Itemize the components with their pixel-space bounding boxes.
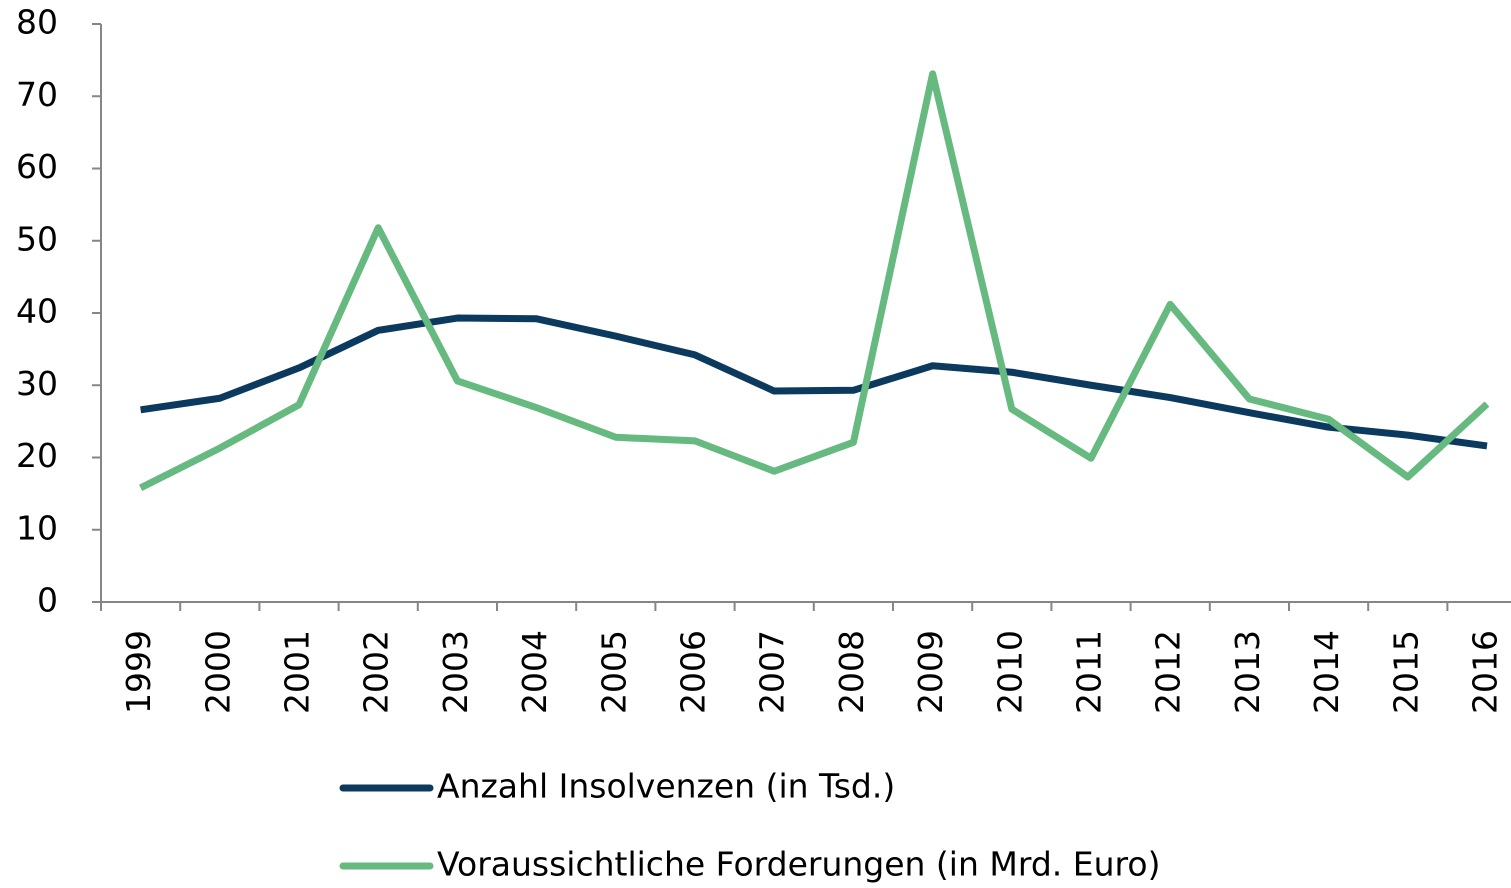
x-tick-label: 2002 bbox=[357, 630, 396, 714]
y-tick-label: 0 bbox=[37, 581, 58, 620]
x-tick-label: 2000 bbox=[198, 630, 237, 714]
series-line bbox=[139, 70, 1490, 491]
x-tick-label: 2005 bbox=[594, 630, 633, 714]
x-tick-label: 2011 bbox=[1070, 630, 1109, 714]
legend-label: Anzahl Insolvenzen (in Tsd.) bbox=[437, 767, 895, 806]
x-tick-label: 2009 bbox=[911, 630, 950, 714]
legend-label: Voraussichtliche Forderungen (in Mrd. Eu… bbox=[437, 845, 1160, 884]
y-tick-label: 50 bbox=[16, 219, 58, 258]
x-tick-label: 2001 bbox=[278, 630, 317, 714]
x-tick-label: 2013 bbox=[1228, 630, 1267, 714]
x-tick-label: 2010 bbox=[990, 630, 1029, 714]
series-line bbox=[140, 314, 1488, 450]
y-tick-label: 80 bbox=[16, 3, 58, 42]
x-tick-label: 2014 bbox=[1307, 630, 1346, 714]
x-tick-label: 2008 bbox=[832, 630, 871, 714]
y-tick-label: 10 bbox=[16, 508, 58, 547]
y-tick-label: 30 bbox=[16, 364, 58, 403]
x-tick-label: 2016 bbox=[1466, 630, 1505, 714]
x-tick-label: 1999 bbox=[119, 630, 158, 714]
x-tick-label: 2004 bbox=[515, 630, 554, 714]
x-tick-label: 2015 bbox=[1386, 630, 1425, 714]
x-tick-label: 2006 bbox=[674, 630, 713, 714]
y-tick-label: 20 bbox=[16, 436, 58, 475]
y-tick-label: 70 bbox=[16, 75, 58, 114]
y-tick-label: 60 bbox=[16, 147, 58, 186]
y-tick-label: 40 bbox=[16, 292, 58, 331]
x-tick-label: 2012 bbox=[1149, 630, 1188, 714]
x-tick-label: 2007 bbox=[753, 630, 792, 714]
x-tick-label: 2003 bbox=[436, 630, 475, 714]
